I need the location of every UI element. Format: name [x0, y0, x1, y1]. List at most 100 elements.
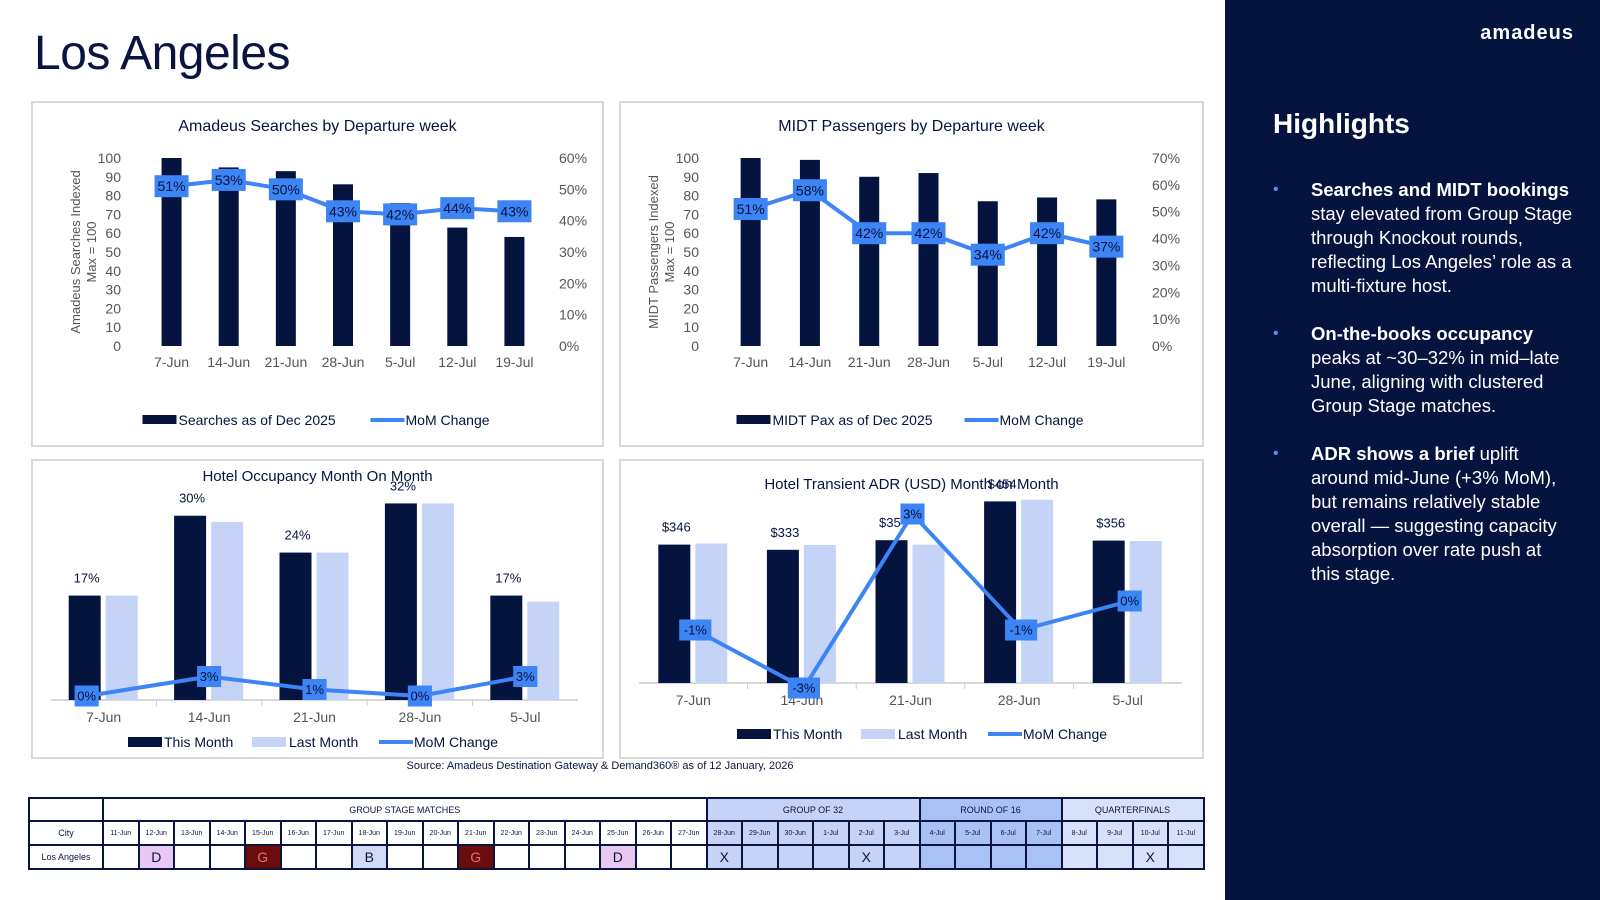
source-note: Source: Amadeus Destination Gateway & De…	[406, 760, 794, 772]
schedule-match-cell	[528, 844, 566, 870]
city-header: City	[28, 820, 104, 846]
schedule-phase: ROUND OF 16	[918, 797, 1063, 822]
match-schedule-table: GROUP STAGE MATCHES GROUP OF 32 ROUND OF 1…	[28, 797, 1205, 870]
schedule-date: 14-Jun	[208, 820, 246, 846]
schedule-city-row: Los Angeles D G B G D X X X	[28, 844, 1205, 870]
line-label: 51%	[737, 201, 765, 217]
y2-tick-label: 30%	[559, 244, 587, 260]
schedule-match-cell: X	[705, 844, 743, 870]
x-tick-label: 21-Jun	[264, 354, 307, 370]
bar	[918, 173, 939, 346]
bar-label: 32%	[390, 478, 416, 493]
y2-tick-label: 60%	[559, 150, 587, 166]
y-tick-label: 10	[105, 319, 121, 335]
x-tick-label: 14-Jun	[207, 354, 250, 370]
x-tick-label: 12-Jul	[1028, 354, 1066, 370]
line-label: 58%	[796, 182, 824, 198]
legend-label: MoM Change	[1000, 412, 1084, 428]
bullet-icon: •	[1273, 445, 1279, 462]
bar-label: 17%	[74, 571, 100, 586]
schedule-match-cell	[279, 844, 317, 870]
line-label: -1%	[684, 623, 708, 638]
line-label: 0%	[77, 689, 96, 704]
line-label: 44%	[443, 200, 471, 216]
line-label-box	[792, 179, 827, 202]
highlight-text: stay elevated from Group Stage through K…	[1311, 203, 1573, 296]
schedule-date: 4-Jul	[918, 820, 956, 846]
y-tick-label: 0	[113, 338, 121, 354]
schedule-match-cell: G	[244, 844, 282, 870]
schedule-date: 24-Jun	[563, 820, 601, 846]
y2-tick-label: 10%	[1152, 311, 1180, 327]
schedule-match-cell	[386, 844, 424, 870]
y-axis-subtitle: Max = 100	[84, 221, 99, 282]
y-tick-label: 90	[105, 169, 121, 185]
legend-label: Searches as of Dec 2025	[179, 412, 336, 428]
line-label-box	[1005, 619, 1038, 641]
bar-this-month	[279, 552, 312, 700]
chart-title: MIDT Passengers by Departure week	[778, 118, 1045, 135]
y-tick-label: 100	[676, 150, 700, 166]
schedule-match-cell	[776, 844, 814, 870]
bar-last-month	[1129, 541, 1162, 683]
bar-this-month	[766, 549, 799, 683]
x-tick-label: 19-Jul	[495, 354, 533, 370]
bar	[504, 236, 525, 346]
bar-last-month	[421, 503, 454, 700]
line-label: 42%	[914, 225, 942, 241]
x-tick-label: 28-Jun	[998, 692, 1041, 708]
y-tick-label: 70	[105, 206, 121, 222]
schedule-match-cell	[670, 844, 708, 870]
x-tick-label: 19-Jul	[1087, 354, 1125, 370]
bar	[1096, 199, 1117, 346]
bar-last-month	[105, 595, 138, 700]
line-label: 34%	[974, 247, 1002, 263]
schedule-date: 1-Jul	[812, 820, 850, 846]
schedule-date: 2-Jul	[847, 820, 885, 846]
legend-label: This Month	[164, 734, 233, 750]
x-tick-label: 14-Jun	[188, 709, 231, 725]
y-tick-label: 70	[683, 206, 699, 222]
x-tick-label: 7-Jun	[154, 354, 189, 370]
schedule-date: 17-Jun	[315, 820, 353, 846]
bar	[740, 158, 761, 346]
x-tick-label: 28-Jun	[398, 709, 441, 725]
schedule-phase: QUARTERFINALS	[1060, 797, 1205, 822]
schedule-match-cell: X	[847, 844, 885, 870]
y2-tick-label: 0%	[559, 338, 579, 354]
y-tick-label: 20	[683, 300, 699, 316]
line-label: 50%	[272, 181, 300, 197]
x-tick-label: 5-Jul	[510, 709, 540, 725]
line-label: 43%	[329, 203, 357, 219]
schedule-date: 9-Jul	[1096, 820, 1134, 846]
line-label: 42%	[855, 225, 883, 241]
y2-tick-label: 40%	[559, 213, 587, 229]
schedule-match-cell	[1060, 844, 1098, 870]
bar	[859, 176, 880, 346]
legend-label: MoM Change	[414, 734, 498, 750]
line-label: 0%	[411, 689, 430, 704]
y2-tick-label: 50%	[559, 181, 587, 197]
chart-svg: Amadeus Searches by Departure week 0 10 20 3…	[68, 118, 587, 428]
x-tick-label: 5-Jul	[1113, 692, 1143, 708]
bar-last-month	[695, 543, 728, 683]
bar	[275, 171, 296, 346]
y2-tick-label: 60%	[1152, 177, 1180, 193]
bar-label: $346	[662, 520, 691, 535]
chart-title: Hotel Occupancy Month On Month	[202, 468, 432, 485]
line-label: 1%	[305, 682, 324, 697]
legend-swatch	[252, 737, 286, 747]
schedule-date: 7-Jul	[1025, 820, 1063, 846]
schedule-date: 11-Jun	[102, 820, 140, 846]
x-tick-label: 14-Jun	[789, 354, 832, 370]
schedule-date: 29-Jun	[741, 820, 779, 846]
x-tick-label: 5-Jul	[385, 354, 415, 370]
line-label-box	[383, 203, 418, 226]
bar-label: 17%	[495, 571, 521, 586]
line-label-box	[1089, 235, 1124, 258]
schedule-date: 22-Jun	[492, 820, 530, 846]
schedule-phase: GROUP OF 32	[705, 797, 921, 822]
legend-swatch	[861, 729, 895, 739]
line-label-box	[197, 666, 222, 687]
line-label: 3%	[516, 669, 535, 684]
